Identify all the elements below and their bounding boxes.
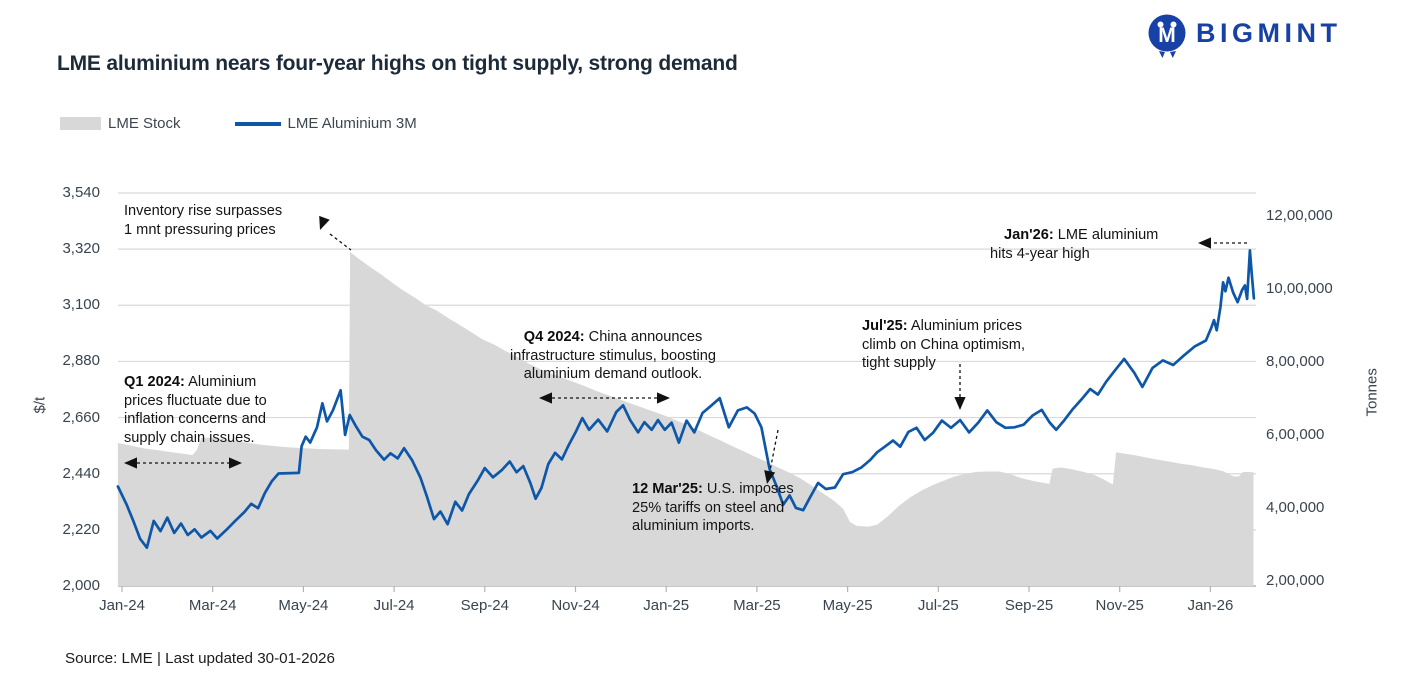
y-axis-right-title: Tonnes [1363, 368, 1381, 417]
y-axis-left-tick-label: 2,660 [62, 408, 100, 426]
x-axis-tick-label: Jan-26 [1187, 597, 1234, 614]
stock-area-series [117, 252, 1254, 586]
y-axis-right-tick-label: 12,00,000 [1266, 207, 1333, 224]
x-axis-tick-label: Jul-24 [373, 597, 415, 614]
annotation-q1-2024: Q1 2024: Aluminium prices fluctuate due t… [124, 373, 309, 447]
x-axis-tick-label: Jan-25 [643, 597, 690, 614]
x-axis-tick-label: Sep-25 [1004, 597, 1054, 614]
bigmint-logo-icon: M [1148, 14, 1186, 58]
legend-item: LME Stock [60, 115, 181, 132]
x-axis-tick-label: May-24 [278, 597, 329, 614]
y-axis-left-title: $/t [31, 396, 49, 414]
annotation-arrowhead [657, 392, 670, 404]
x-axis-tick-label: Mar-25 [733, 597, 781, 614]
y-axis-right-tick-label: 2,00,000 [1266, 572, 1325, 589]
annotation-arrowhead [539, 392, 552, 404]
annotation-line: Q4 2024: China announces [523, 329, 703, 345]
svg-text:M: M [1158, 24, 1176, 47]
annotation-mar-12-2025: 12 Mar'25: U.S. imposes 25% tariffs on st… [632, 480, 847, 536]
annotation-arrowhead [1198, 237, 1211, 249]
annotation-line: 1 mnt pressuring prices [124, 221, 276, 238]
annotation-arrow-line [768, 429, 779, 477]
page-title: LME aluminium nears four-year highs on t… [57, 52, 738, 75]
x-axis-tick-label: Sep-24 [460, 597, 509, 614]
y-axis-left-tick-label: 2,440 [62, 464, 100, 482]
x-axis-tick-label: Jan-24 [99, 597, 145, 614]
y-axis-left-tick-label: 2,220 [62, 520, 100, 538]
bigmint-wordmark: BIGMINT [1196, 18, 1342, 48]
annotation-line: climb on China optimism, [862, 336, 1026, 353]
x-axis-tick-label: Nov-25 [1095, 597, 1144, 614]
y-axis-right-tick-label: 4,00,000 [1266, 499, 1325, 516]
price-line-series [116, 249, 1256, 550]
annotation-line: aluminium imports. [632, 518, 755, 535]
y-axis-right-tick-label: 6,00,000 [1266, 426, 1325, 443]
annotation-line: 12 Mar'25: U.S. imposes [632, 481, 794, 497]
y-axis-left-tick-label: 2,000 [62, 577, 100, 594]
annotation-line: prices fluctuate due to [124, 392, 267, 409]
legend-line-swatch [234, 121, 281, 126]
annotation-arrowhead [319, 215, 330, 230]
annotation-line: Inventory rise surpasses [124, 203, 283, 219]
source-note: Source: LME | Last updated 30-01-2026 [65, 650, 335, 667]
legend-area-swatch [60, 117, 101, 130]
annotation-line: hits 4-year high [990, 245, 1090, 262]
x-axis-tick-label: Jul-25 [917, 597, 959, 614]
x-axis-tick-label: Mar-24 [188, 597, 237, 614]
annotation-line: tight supply [862, 355, 936, 372]
x-axis-tick-label: Nov-24 [551, 597, 600, 614]
y-axis-right-tick-label: 8,00,000 [1266, 353, 1325, 370]
y-axis-left-tick-label: 2,880 [62, 352, 100, 370]
legend-label: LME Stock [108, 115, 181, 132]
annotation-inventory-rise: Inventory rise surpasses 1 mnt pressuring… [124, 202, 344, 239]
chart-legend: LME Stock LME Aluminium 3M [60, 115, 417, 132]
annotation-arrowhead [124, 457, 137, 469]
annotation-jan-2026: Jan'26: LME aluminium hits 4-year high [990, 226, 1210, 263]
x-axis-tick-label: May-25 [822, 597, 873, 614]
annotation-line: aluminium demand outlook. [523, 366, 703, 383]
legend-label: LME Aluminium 3M [287, 115, 417, 132]
y-axis-right-tick-label: 10,00,000 [1266, 280, 1333, 297]
annotation-arrow-line [329, 233, 352, 251]
annotation-line: Q1 2024: Aluminium [124, 374, 257, 390]
annotation-line: Jul'25: Aluminium prices [862, 318, 1023, 334]
annotation-line: inflation concerns and [124, 411, 266, 428]
bigmint-logo: M BIGMINT [1148, 14, 1342, 58]
annotation-jul-2025: Jul'25: Aluminium prices climb on China o… [862, 317, 1077, 373]
annotation-arrowhead [764, 470, 776, 484]
legend-item: LME Aluminium 3M [234, 115, 417, 132]
annotation-line: infrastructure stimulus, boosting [509, 347, 717, 364]
y-axis-left-tick-label: 3,100 [62, 296, 100, 314]
y-axis-left-tick-label: 3,540 [62, 184, 100, 201]
annotation-arrowhead [229, 457, 242, 469]
annotation-line: Jan'26: LME aluminium [1004, 227, 1159, 243]
annotation-line: supply chain issues. [124, 429, 255, 446]
y-axis-left-tick-label: 3,320 [62, 240, 100, 258]
annotation-q4-2024: Q4 2024: China announces infrastructure s… [488, 328, 738, 384]
annotation-arrowhead [954, 397, 966, 410]
annotation-line: 25% tariffs on steel and [632, 499, 785, 516]
